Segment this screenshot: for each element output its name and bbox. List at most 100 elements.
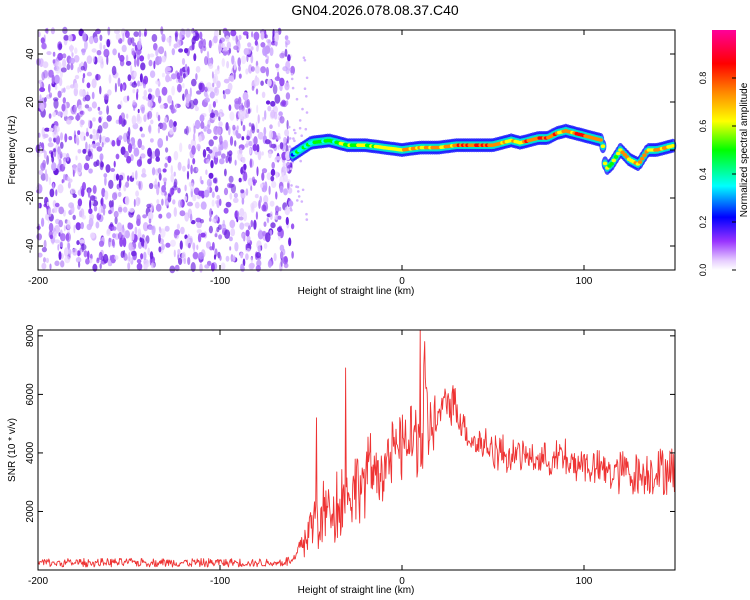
- noise-speckle: [222, 27, 228, 35]
- colorbar-label: Normalized spectral amplitude: [739, 82, 750, 217]
- noise-speckle: [299, 159, 303, 163]
- noise-speckle: [127, 222, 134, 230]
- noise-speckle: [246, 235, 251, 243]
- noise-speckle: [211, 71, 214, 79]
- noise-speckle: [219, 255, 222, 261]
- noise-speckle: [305, 212, 308, 216]
- noise-speckle: [135, 48, 142, 55]
- noise-speckle: [274, 76, 281, 82]
- noise-speckle: [220, 42, 225, 48]
- noise-speckle: [192, 251, 199, 260]
- noise-speckle: [111, 65, 117, 76]
- noise-speckle: [211, 199, 215, 207]
- noise-speckle: [246, 47, 251, 55]
- noise-speckle: [285, 100, 289, 106]
- noise-speckle: [140, 153, 146, 159]
- noise-speckle: [157, 114, 161, 122]
- noise-speckle: [277, 144, 280, 150]
- noise-speckle: [96, 129, 101, 134]
- noise-speckle: [80, 188, 85, 197]
- noise-speckle: [41, 262, 47, 270]
- noise-speckle: [132, 42, 136, 47]
- noise-speckle: [190, 138, 197, 148]
- noise-speckle: [290, 77, 294, 81]
- noise-speckle: [212, 101, 216, 108]
- x-tick-label: 100: [576, 576, 593, 587]
- noise-speckle: [114, 29, 120, 34]
- noise-speckle: [260, 42, 266, 48]
- noise-speckle: [91, 91, 95, 100]
- noise-speckle: [254, 193, 259, 199]
- noise-speckle: [70, 204, 75, 214]
- noise-speckle: [268, 150, 272, 159]
- noise-speckle: [87, 150, 92, 157]
- noise-speckle: [89, 232, 96, 239]
- noise-speckle: [172, 185, 178, 191]
- noise-speckle: [214, 233, 218, 238]
- noise-speckle: [177, 199, 183, 208]
- noise-speckle: [41, 246, 48, 253]
- noise-speckle: [134, 226, 138, 235]
- noise-speckle: [283, 262, 289, 269]
- noise-speckle: [155, 80, 160, 85]
- noise-speckle: [216, 80, 221, 89]
- noise-speckle: [122, 237, 127, 248]
- noise-speckle: [155, 156, 160, 162]
- noise-speckle: [118, 178, 122, 189]
- noise-speckle: [222, 139, 229, 150]
- noise-speckle: [93, 161, 98, 168]
- noise-speckle: [267, 105, 272, 112]
- noise-speckle: [149, 151, 153, 161]
- noise-speckle: [213, 76, 217, 84]
- noise-speckle: [171, 85, 176, 96]
- noise-speckle: [240, 252, 244, 259]
- noise-speckle: [248, 140, 253, 147]
- noise-speckle: [92, 134, 97, 141]
- noise-speckle: [109, 222, 114, 228]
- noise-speckle: [245, 243, 248, 251]
- noise-speckle: [154, 148, 160, 158]
- noise-speckle: [209, 112, 216, 118]
- noise-speckle: [131, 143, 136, 150]
- noise-speckle: [234, 140, 237, 147]
- noise-speckle: [76, 113, 80, 122]
- noise-speckle: [284, 35, 289, 41]
- noise-speckle: [99, 153, 104, 161]
- noise-speckle: [95, 28, 101, 35]
- noise-speckle: [41, 42, 47, 50]
- noise-speckle: [36, 233, 42, 241]
- noise-speckle: [142, 95, 147, 100]
- noise-speckle: [226, 182, 233, 189]
- noise-speckle: [270, 175, 275, 182]
- noise-speckle: [131, 172, 135, 179]
- noise-speckle: [137, 138, 142, 149]
- noise-speckle: [269, 200, 275, 207]
- noise-speckle: [257, 114, 260, 124]
- noise-speckle: [287, 187, 293, 194]
- noise-speckle: [260, 66, 266, 74]
- noise-speckle: [289, 167, 293, 170]
- noise-speckle: [225, 155, 229, 164]
- noise-speckle: [220, 262, 226, 270]
- noise-speckle: [69, 44, 74, 53]
- noise-speckle: [176, 223, 180, 230]
- noise-speckle: [146, 203, 152, 209]
- noise-speckle: [151, 34, 158, 42]
- noise-speckle: [285, 92, 291, 100]
- noise-speckle: [102, 207, 106, 216]
- noise-speckle: [127, 37, 133, 46]
- noise-speckle: [72, 193, 77, 198]
- noise-speckle: [284, 206, 291, 216]
- noise-speckle: [177, 75, 183, 84]
- noise-speckle: [109, 255, 112, 261]
- noise-speckle: [285, 161, 291, 169]
- noise-speckle: [206, 82, 212, 90]
- noise-speckle: [131, 115, 137, 125]
- noise-speckle: [171, 100, 174, 109]
- noise-speckle: [76, 240, 80, 246]
- noise-speckle: [229, 111, 235, 121]
- noise-speckle: [168, 38, 172, 47]
- noise-speckle: [41, 217, 45, 227]
